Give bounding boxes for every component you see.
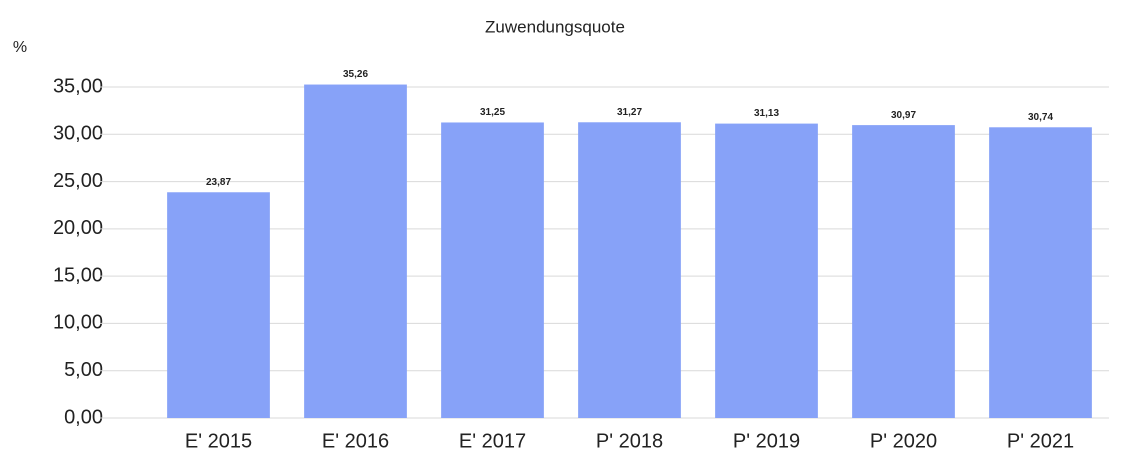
y-tick-label: 25,00 [53,170,103,192]
y-tick-label: 35,00 [53,75,103,97]
y-tick-label: 0,00 [64,406,103,428]
data-label: 31,25 [480,107,505,118]
data-label: 23,87 [206,177,231,188]
x-tick-label: P' 2018 [596,430,663,452]
data-label: 30,97 [891,110,916,121]
bar [167,192,270,418]
bar [441,122,544,418]
bar [989,127,1092,419]
x-tick-label: E' 2015 [185,430,252,452]
data-label: 31,27 [617,107,642,118]
data-label: 30,74 [1028,112,1053,123]
y-tick-label: 30,00 [53,123,103,145]
bar [852,125,955,418]
chart-title: Zuwendungsquote [485,17,625,36]
x-tick-label: P' 2021 [1007,430,1074,452]
bar [304,84,407,419]
y-tick-label: 15,00 [53,264,103,286]
y-tick-label: 10,00 [53,312,103,334]
x-tick-label: E' 2017 [459,430,526,452]
x-tick-label: E' 2016 [322,430,389,452]
bar [715,123,818,418]
y-tick-label: 20,00 [53,217,103,239]
y-tick-label: 5,00 [64,359,103,381]
x-tick-label: P' 2020 [870,430,937,452]
y-axis-label: % [13,39,27,56]
data-label: 35,26 [343,69,368,80]
data-label: 31,13 [754,108,779,119]
x-tick-label: P' 2019 [733,430,800,452]
bar [578,122,681,418]
